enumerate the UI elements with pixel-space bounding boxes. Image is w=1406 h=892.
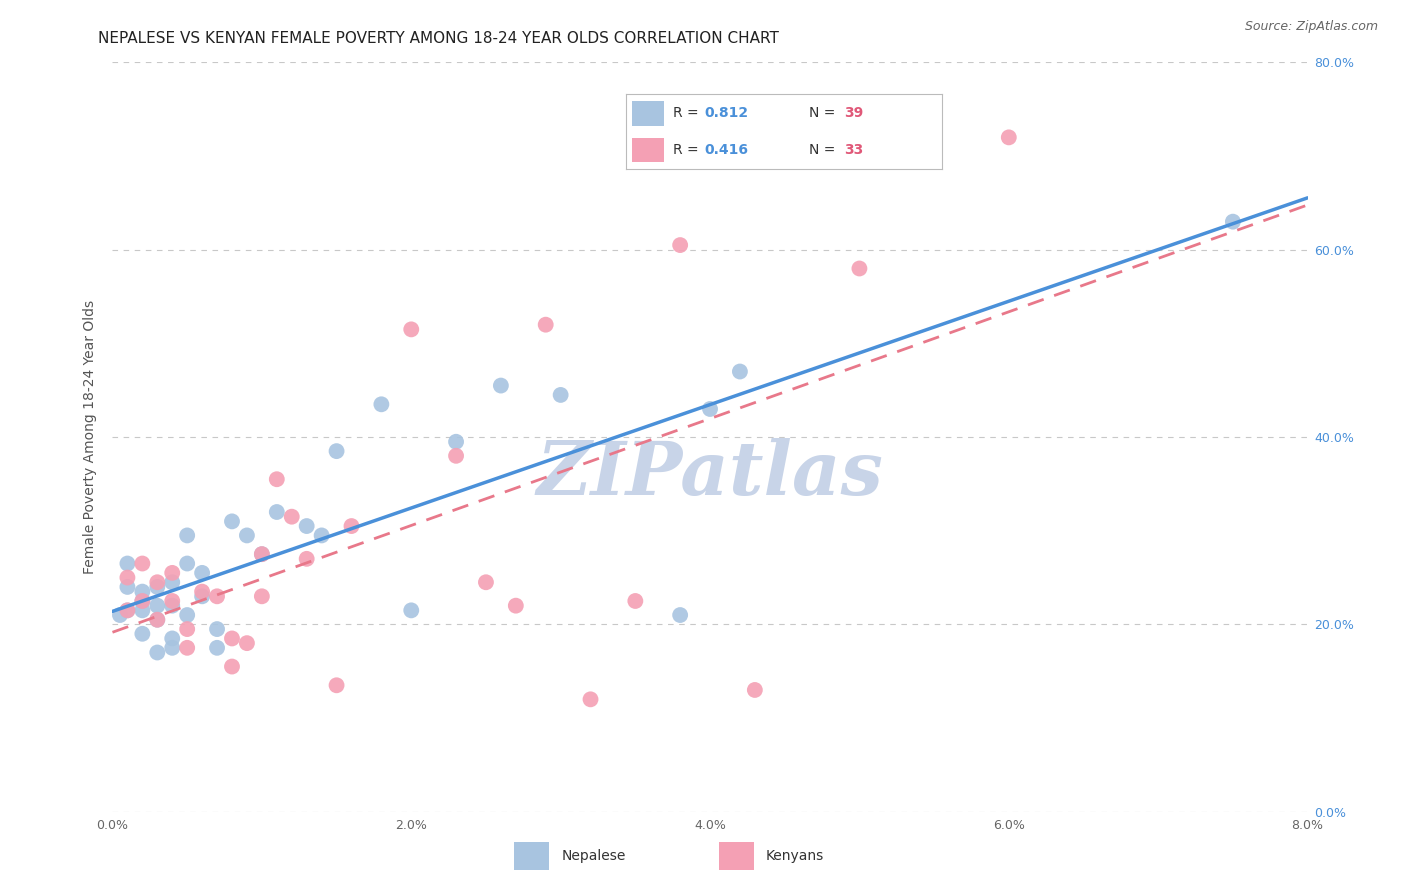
Bar: [515, 842, 550, 870]
Point: [221, 659, 243, 673]
Point: [146, 613, 169, 627]
Point: [205, 640, 228, 655]
Point: [340, 519, 363, 533]
Text: Source: ZipAtlas.com: Source: ZipAtlas.com: [1244, 20, 1378, 33]
Point: [475, 575, 498, 590]
Point: [176, 528, 198, 542]
Point: [162, 575, 183, 590]
Point: [281, 509, 304, 524]
Point: [146, 599, 169, 613]
Point: [162, 599, 183, 613]
Point: [401, 603, 423, 617]
Point: [131, 557, 153, 571]
Point: [624, 594, 647, 608]
Bar: [633, 137, 664, 161]
Point: [489, 378, 512, 392]
Point: [266, 472, 288, 486]
Text: Kenyans: Kenyans: [766, 849, 824, 863]
Point: [550, 388, 572, 402]
Point: [221, 514, 243, 528]
Text: 39: 39: [844, 106, 863, 120]
Point: [131, 594, 153, 608]
Point: [176, 608, 198, 623]
Point: [131, 603, 153, 617]
Text: 0.812: 0.812: [704, 106, 749, 120]
Text: NEPALESE VS KENYAN FEMALE POVERTY AMONG 18-24 YEAR OLDS CORRELATION CHART: NEPALESE VS KENYAN FEMALE POVERTY AMONG …: [98, 31, 779, 46]
Point: [250, 547, 273, 561]
Text: Nepalese: Nepalese: [561, 849, 626, 863]
Point: [311, 528, 333, 542]
Point: [117, 603, 139, 617]
Point: [534, 318, 557, 332]
Point: [250, 590, 273, 604]
Point: [146, 580, 169, 594]
Point: [131, 626, 153, 640]
Bar: [718, 842, 754, 870]
Point: [1222, 214, 1244, 228]
Point: [699, 401, 721, 416]
Point: [205, 622, 228, 636]
Point: [176, 622, 198, 636]
Point: [669, 238, 692, 252]
Point: [108, 608, 131, 623]
Point: [131, 594, 153, 608]
Point: [236, 528, 259, 542]
Point: [295, 551, 318, 566]
Point: [117, 571, 139, 585]
Point: [162, 640, 183, 655]
Point: [728, 365, 751, 379]
Point: [848, 261, 870, 276]
Text: ZIPatlas: ZIPatlas: [537, 438, 883, 511]
Point: [669, 608, 692, 623]
Bar: [633, 101, 664, 126]
Point: [325, 678, 347, 692]
Point: [401, 322, 423, 336]
Point: [162, 632, 183, 646]
Point: [191, 584, 214, 599]
Point: [131, 584, 153, 599]
Text: R =: R =: [673, 106, 703, 120]
Point: [146, 613, 169, 627]
Point: [998, 130, 1021, 145]
Point: [744, 683, 766, 698]
Text: 33: 33: [844, 143, 863, 157]
Point: [117, 557, 139, 571]
Point: [444, 434, 467, 449]
Point: [176, 640, 198, 655]
Point: [579, 692, 602, 706]
Point: [146, 575, 169, 590]
Point: [162, 566, 183, 580]
Text: N =: N =: [810, 106, 839, 120]
Text: R =: R =: [673, 143, 703, 157]
Y-axis label: Female Poverty Among 18-24 Year Olds: Female Poverty Among 18-24 Year Olds: [83, 300, 97, 574]
Point: [117, 603, 139, 617]
Point: [221, 632, 243, 646]
Point: [205, 590, 228, 604]
Point: [236, 636, 259, 650]
Point: [191, 590, 214, 604]
Point: [250, 547, 273, 561]
Point: [266, 505, 288, 519]
Point: [505, 599, 527, 613]
Point: [176, 557, 198, 571]
Point: [146, 646, 169, 660]
Point: [444, 449, 467, 463]
Point: [162, 594, 183, 608]
Point: [325, 444, 347, 458]
Point: [117, 580, 139, 594]
Point: [191, 566, 214, 580]
Text: 0.416: 0.416: [704, 143, 749, 157]
Point: [295, 519, 318, 533]
Point: [370, 397, 392, 411]
Text: N =: N =: [810, 143, 839, 157]
